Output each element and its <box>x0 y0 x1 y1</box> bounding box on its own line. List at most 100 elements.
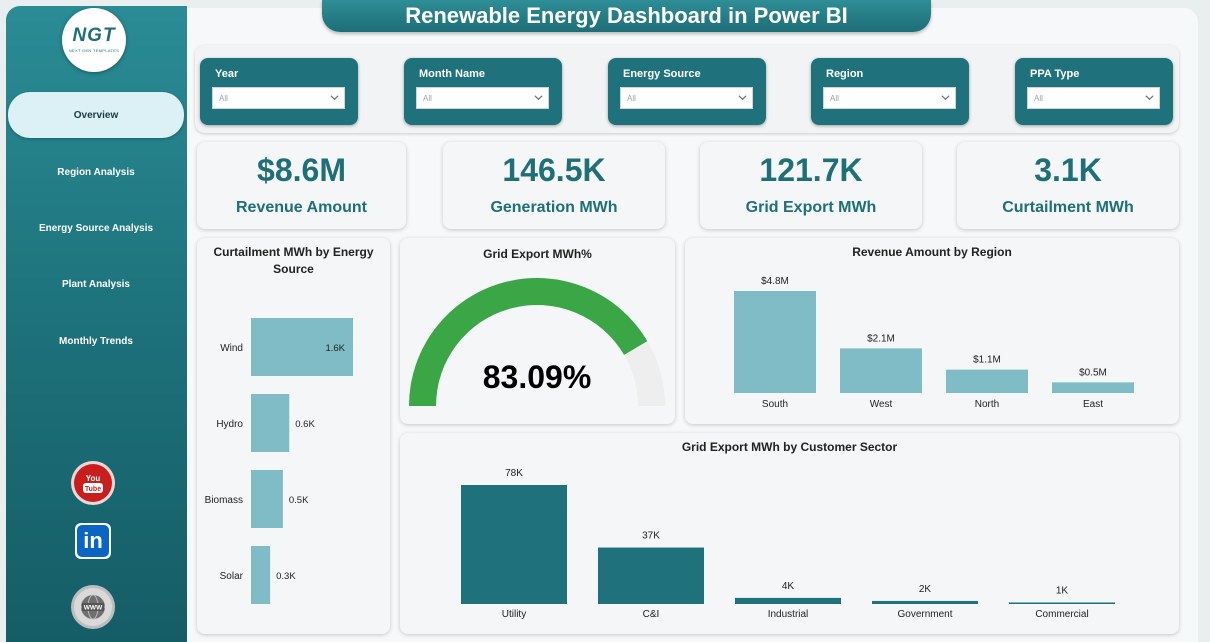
slicer-region: Region All <box>811 58 969 125</box>
nav-item-label: Monthly Trends <box>59 335 133 347</box>
nav-item-region-analysis[interactable]: Region Analysis <box>8 149 184 195</box>
kpi-generation-mwh: 146.5K Generation MWh <box>443 142 665 229</box>
grid-export-gauge: 83.09% <box>409 278 665 406</box>
slicer-label: Year <box>215 68 239 80</box>
bar <box>251 318 353 376</box>
bar <box>734 291 816 393</box>
energy-source-dropdown[interactable]: All <box>620 87 753 109</box>
slicer-year: Year All <box>200 58 358 125</box>
year-dropdown[interactable]: All <box>212 87 345 109</box>
bar <box>461 485 567 604</box>
kpi-value: 3.1K <box>1034 152 1102 188</box>
chevron-down-icon <box>1145 95 1154 101</box>
month-name-dropdown[interactable]: All <box>416 87 549 109</box>
globe-glyph: WWW <box>81 594 105 620</box>
nav-item-plant-analysis[interactable]: Plant Analysis <box>8 261 184 307</box>
data-label: $0.5M <box>1079 367 1107 378</box>
data-label: 1K <box>1056 585 1069 596</box>
revenue-region-chart: $4.8M South $2.1M West $1.1M North $0.5M East <box>734 276 1134 410</box>
category-label: Government <box>897 609 952 620</box>
kpi-grid-export-mwh: 121.7K Grid Export MWh <box>700 142 922 229</box>
nav-item-energy-source-analysis[interactable]: Energy Source Analysis <box>8 205 184 251</box>
kpi-value: 146.5K <box>502 152 606 188</box>
kpi-curtailment-mwh: 3.1K Curtailment MWh <box>957 142 1179 229</box>
revenue-region-chart-card: Revenue Amount by Region $4.8M South $2.1M… <box>685 238 1179 424</box>
nav-item-label: Plant Analysis <box>62 278 130 290</box>
kpi-label: Revenue Amount <box>236 199 367 216</box>
globe-icon[interactable]: WWW <box>74 588 112 626</box>
data-label: 4K <box>782 581 795 592</box>
chevron-down-icon <box>330 95 339 101</box>
bar <box>946 369 1028 393</box>
nav-item-monthly-trends[interactable]: Monthly Trends <box>8 318 184 364</box>
dropdown-value: All <box>219 93 228 103</box>
sidebar: NGT NEXT GEN TEMPLATES Overview Region A… <box>6 6 187 642</box>
category-label: Industrial <box>768 609 809 620</box>
gauge-fill <box>409 278 648 406</box>
ppa-type-dropdown[interactable]: All <box>1027 87 1160 109</box>
chevron-down-icon <box>941 95 950 101</box>
slicer-label: Month Name <box>419 68 485 80</box>
curtailment-chart: Wind 1.6K Hydro 0.6K Biomass 0.5K Solar 0.3K <box>205 318 353 604</box>
gauge-value: 83.09% <box>483 359 592 395</box>
dropdown-value: All <box>627 93 636 103</box>
youtube-text-top: You <box>86 474 101 483</box>
nav-item-label: Overview <box>73 109 119 121</box>
bar <box>251 546 271 604</box>
logo-mark: NGT <box>72 25 116 46</box>
bar <box>251 394 290 452</box>
nav-item-label: Energy Source Analysis <box>38 222 154 234</box>
category-label: East <box>1083 399 1103 410</box>
slicer-month-name: Month Name All <box>404 58 562 125</box>
linkedin-icon[interactable]: in <box>75 523 111 559</box>
chevron-down-icon <box>534 95 543 101</box>
globe-band <box>82 603 104 611</box>
bar <box>598 547 704 604</box>
data-label: $2.1M <box>867 333 895 344</box>
kpi-label: Curtailment MWh <box>1002 199 1134 216</box>
category-label: Solar <box>220 571 244 582</box>
youtube-text-bottom: Tube <box>85 486 101 493</box>
nav-item-label: Region Analysis <box>57 166 135 178</box>
data-label: $1.1M <box>973 355 1001 366</box>
slicer-energy-source: Energy Source All <box>608 58 766 125</box>
logo-tagline: NEXT GEN TEMPLATES <box>68 48 120 53</box>
chevron-down-icon <box>738 95 747 101</box>
youtube-glyph: You Tube <box>83 474 103 493</box>
data-label: 37K <box>642 531 660 542</box>
chart-title: Revenue Amount by Region <box>852 245 1012 259</box>
slicer-label: PPA Type <box>1030 68 1080 80</box>
category-label: Utility <box>502 609 526 620</box>
dropdown-value: All <box>1034 93 1043 103</box>
region-dropdown[interactable]: All <box>823 87 956 109</box>
youtube-icon[interactable]: You Tube <box>74 464 112 502</box>
nav-item-overview[interactable]: Overview <box>8 92 184 138</box>
bar <box>1009 602 1115 604</box>
kpi-value: $8.6M <box>257 152 346 188</box>
data-label: 78K <box>505 468 523 479</box>
dropdown-value: All <box>830 93 839 103</box>
bar <box>1052 382 1134 393</box>
bar <box>840 348 922 393</box>
youtube-tube-bg <box>83 483 103 493</box>
kpi-revenue-amount: $8.6M Revenue Amount <box>197 142 406 229</box>
chart-title: Grid Export MWh% <box>483 247 592 261</box>
category-label: West <box>870 399 893 410</box>
kpi-label: Generation MWh <box>490 199 618 216</box>
slicer-label: Energy Source <box>623 68 701 80</box>
bar <box>872 600 978 604</box>
grid-export-gauge-card: Grid Export MWh% 83.09% <box>400 238 675 424</box>
data-label: 0.5K <box>289 495 309 506</box>
customer-sector-chart-card: Grid Export MWh by Customer Sector 78K Ut… <box>400 433 1179 634</box>
data-label: 0.3K <box>276 571 296 582</box>
logo: NGT NEXT GEN TEMPLATES <box>62 8 126 72</box>
category-label: C&I <box>643 609 660 620</box>
dropdown-value: All <box>423 93 432 103</box>
category-label: Biomass <box>205 495 243 506</box>
kpi-value: 121.7K <box>759 152 863 188</box>
data-label: 0.6K <box>295 419 315 430</box>
category-label: South <box>762 399 788 410</box>
curtailment-chart-card: Curtailment MWh by Energy Source Wind 1.6… <box>197 238 390 634</box>
chart-title: Grid Export MWh by Customer Sector <box>681 440 898 454</box>
linkedin-glyph: in <box>77 525 109 557</box>
